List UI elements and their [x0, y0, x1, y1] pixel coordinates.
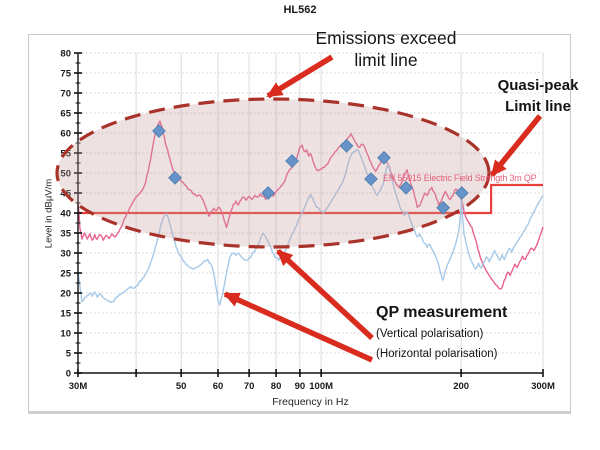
svg-text:50: 50 [60, 169, 71, 180]
svg-text:20: 20 [60, 289, 71, 300]
annotation-quasipeak-line1: Quasi-peak [497, 77, 579, 94]
annotation-qp-title: QP measurement [376, 304, 508, 321]
svg-text:15: 15 [60, 309, 71, 320]
annotation-qp-horizontal: (Horizontal polarisation) [376, 347, 498, 360]
svg-text:70: 70 [244, 381, 255, 392]
svg-text:40: 40 [60, 209, 71, 220]
limit-line-label: EN 55015 Electric Field Strength 3m QP [383, 173, 537, 183]
svg-text:80: 80 [60, 49, 71, 60]
svg-text:60: 60 [60, 129, 71, 140]
svg-text:75: 75 [60, 69, 71, 80]
qp-limit-line [78, 183, 543, 215]
exceed-highlight-ellipse [55, 97, 491, 249]
svg-text:80: 80 [271, 381, 282, 392]
svg-text:35: 35 [60, 229, 71, 240]
svg-text:50: 50 [176, 381, 187, 392]
measurement-curves [77, 120, 544, 306]
x-axis-title: Frequency in Hz [272, 396, 349, 408]
svg-text:60: 60 [213, 381, 224, 392]
annotation-quasi-peak: Quasi-peak Limit line [486, 75, 590, 117]
svg-text:25: 25 [60, 269, 71, 280]
chart-title: HL562 [283, 4, 317, 16]
annotation-quasipeak-line2: Limit line [505, 98, 571, 115]
svg-text:30: 30 [60, 249, 71, 260]
annotation-emissions-line2: limit line [354, 50, 418, 70]
annotation-emissions-line1: Emissions exceed [315, 28, 457, 48]
qp-diamond-markers [152, 124, 469, 215]
svg-text:10: 10 [60, 329, 71, 340]
svg-text:70: 70 [60, 89, 71, 100]
y-axis-title: Level in dBµV/m [43, 178, 55, 249]
annotation-qp-vertical: (Vertical polarisation) [376, 328, 484, 340]
svg-text:90: 90 [295, 381, 306, 392]
callout-arrows [223, 54, 543, 363]
svg-text:5: 5 [66, 349, 72, 360]
svg-text:100M: 100M [309, 381, 333, 392]
svg-text:300M: 300M [531, 381, 555, 392]
annotation-qp-measurement: QP measurement (Vertical polarisation) (… [376, 304, 556, 364]
annotation-emissions-exceed: Emissions exceed limit line [300, 27, 472, 71]
svg-text:30M: 30M [69, 381, 88, 392]
svg-text:0: 0 [66, 369, 71, 380]
svg-text:65: 65 [60, 109, 71, 120]
svg-text:200: 200 [453, 381, 469, 392]
